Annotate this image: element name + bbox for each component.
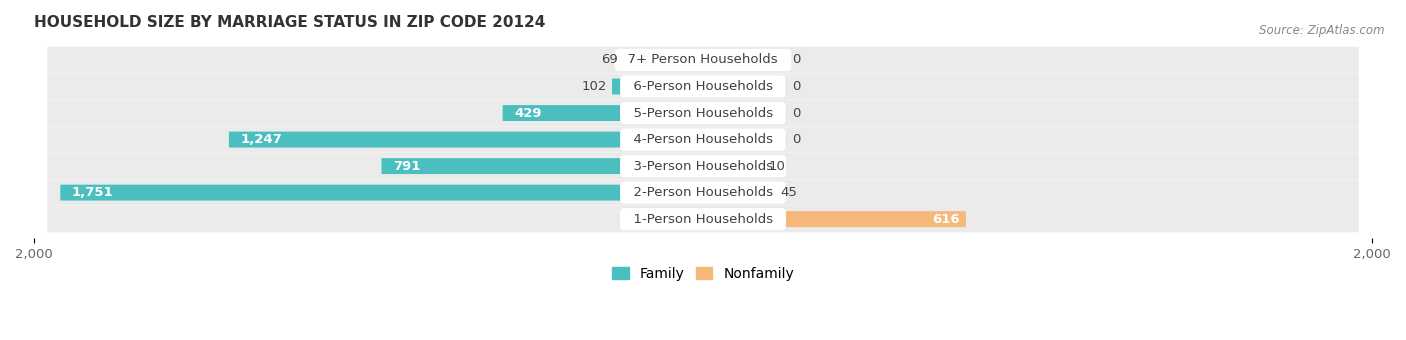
Text: 7+ Person Households: 7+ Person Households [620,53,786,67]
Text: 6-Person Households: 6-Person Households [624,80,782,93]
FancyBboxPatch shape [48,100,1358,126]
FancyBboxPatch shape [48,153,1358,179]
FancyBboxPatch shape [623,52,647,68]
Text: 616: 616 [932,212,959,226]
FancyBboxPatch shape [612,79,647,95]
FancyBboxPatch shape [502,105,647,121]
Legend: Family, Nonfamily: Family, Nonfamily [606,261,800,287]
Text: 1,751: 1,751 [72,186,114,199]
FancyBboxPatch shape [759,79,786,95]
Text: HOUSEHOLD SIZE BY MARRIAGE STATUS IN ZIP CODE 20124: HOUSEHOLD SIZE BY MARRIAGE STATUS IN ZIP… [34,15,546,30]
FancyBboxPatch shape [229,132,647,148]
FancyBboxPatch shape [759,211,966,227]
Text: 3-Person Households: 3-Person Households [624,159,782,173]
Text: 0: 0 [792,80,800,93]
FancyBboxPatch shape [759,52,786,68]
Text: 5-Person Households: 5-Person Households [624,106,782,120]
FancyBboxPatch shape [48,206,1358,232]
Text: 0: 0 [792,106,800,120]
Text: Source: ZipAtlas.com: Source: ZipAtlas.com [1260,24,1385,37]
Text: 1,247: 1,247 [240,133,283,146]
Text: 45: 45 [780,186,797,199]
Text: 102: 102 [582,80,607,93]
FancyBboxPatch shape [48,126,1358,153]
Text: 4-Person Households: 4-Person Households [624,133,782,146]
Text: 0: 0 [792,53,800,67]
FancyBboxPatch shape [759,158,763,174]
FancyBboxPatch shape [381,158,647,174]
FancyBboxPatch shape [60,185,647,201]
Text: 0: 0 [792,133,800,146]
Text: 1-Person Households: 1-Person Households [624,212,782,226]
FancyBboxPatch shape [48,73,1358,100]
FancyBboxPatch shape [759,185,775,201]
FancyBboxPatch shape [48,180,1358,206]
Text: 429: 429 [515,106,541,120]
Text: 10: 10 [768,159,785,173]
Text: 791: 791 [394,159,420,173]
FancyBboxPatch shape [48,47,1358,73]
FancyBboxPatch shape [759,132,786,148]
Text: 69: 69 [602,53,619,67]
Text: 2-Person Households: 2-Person Households [624,186,782,199]
FancyBboxPatch shape [759,105,786,121]
